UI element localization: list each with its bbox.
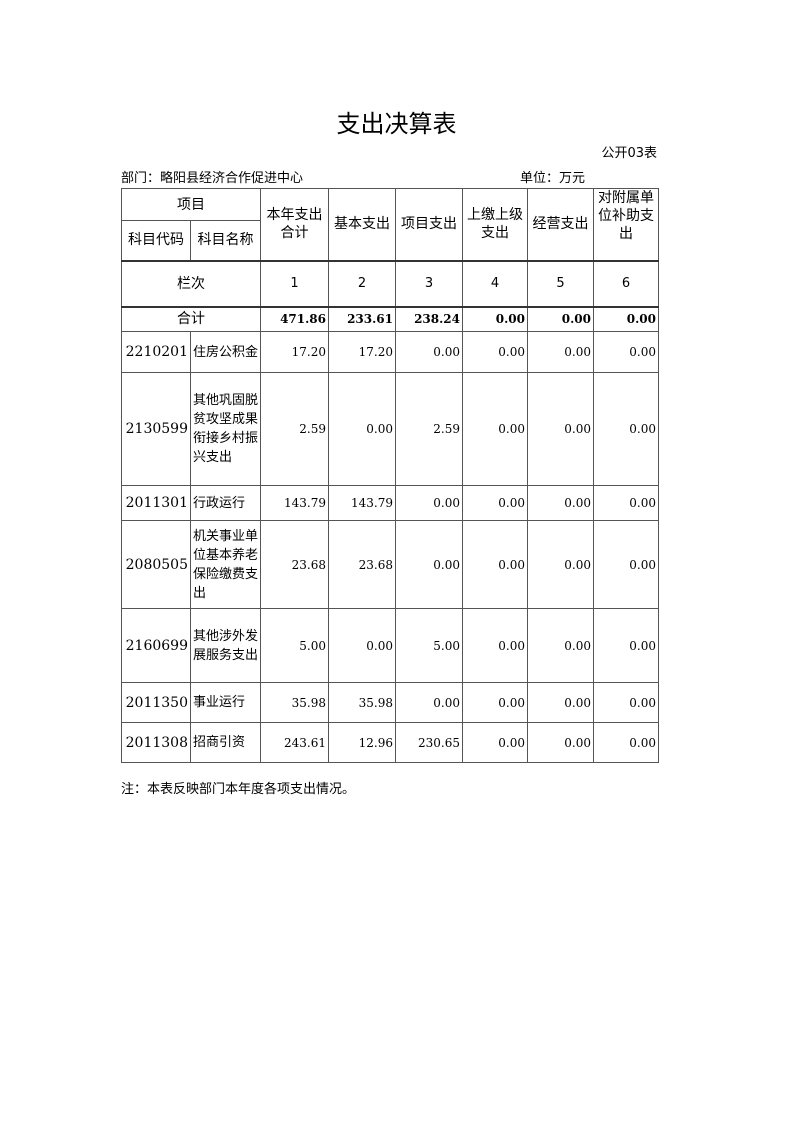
header-basic: 基本支出 [328,188,396,261]
row-value: 0.00 [527,682,594,723]
row-value: 12.96 [328,722,396,763]
row-value: 17.20 [260,331,329,373]
table-row: 2011350 事业运行 35.98 35.98 0.00 0.00 0.00 0.00 [121,682,659,723]
header-item: 项目 [121,188,261,221]
table-row: 2080505 机关事业单位基本养老保险缴费支出 23.68 23.68 0.00 0.0… [121,520,659,609]
expenditure-table: 项目 本年支出合计 基本支出 项目支出 上缴上级支出 经营支出 对附属单位补助支… [121,188,659,763]
row-value: 0.00 [462,485,528,521]
header-name: 科目名称 [190,220,261,261]
form-code: 公开03表 [601,146,657,161]
row-value: 0.00 [527,372,594,486]
row-name: 其他巩固脱贫攻坚成果衔接乡村振兴支出 [190,372,261,486]
table-row: 2011301 行政运行 143.79 143.79 0.00 0.00 0.00 0.00 [121,485,659,521]
row-value: 17.20 [328,331,396,373]
row-value: 35.98 [260,682,329,723]
row-value: 0.00 [395,520,463,609]
row-value: 0.00 [462,331,528,373]
row-value: 2.59 [260,372,329,486]
row-value: 23.68 [260,520,329,609]
footnote: 注：本表反映部门本年度各项支出情况。 [121,782,356,797]
row-value: 0.00 [462,372,528,486]
total-value: 0.00 [462,305,528,332]
header-project: 项目支出 [395,188,463,261]
row-code: 2210201 [121,331,191,373]
row-value: 0.00 [395,485,463,521]
row-value: 0.00 [527,722,594,763]
row-value: 0.00 [527,331,594,373]
row-value: 0.00 [527,485,594,521]
page-title: 支出决算表 [336,110,457,138]
total-value: 233.61 [328,305,396,332]
row-code: 2011308 [121,722,191,763]
total-value: 0.00 [593,305,659,332]
row-value: 2.59 [395,372,463,486]
table-row: 2011308 招商引资 243.61 12.96 230.65 0.00 0.00 0.00 [121,722,659,763]
total-value: 0.00 [527,305,594,332]
row-value: 0.00 [527,608,594,683]
row-value: 0.00 [593,485,659,521]
row-value: 0.00 [527,520,594,609]
header-code: 科目代码 [121,220,191,261]
row-code: 2160699 [121,608,191,683]
header-total: 本年支出合计 [260,188,329,261]
row-value: 0.00 [462,520,528,609]
total-value: 238.24 [395,305,463,332]
row-name: 招商引资 [190,722,261,763]
row-code: 2011350 [121,682,191,723]
row-name: 住房公积金 [190,331,261,373]
unit: 单位：万元 [520,171,586,186]
row-value: 0.00 [593,372,659,486]
row-name: 事业运行 [190,682,261,723]
column-num: 3 [395,259,463,307]
total-value: 471.86 [260,305,329,332]
row-value: 0.00 [593,682,659,723]
row-value: 0.00 [593,608,659,683]
row-value: 0.00 [462,682,528,723]
column-num: 2 [328,259,396,307]
row-value: 0.00 [328,608,396,683]
row-name: 机关事业单位基本养老保险缴费支出 [190,520,261,609]
header-upper: 上缴上级支出 [462,188,528,261]
row-code: 2130599 [121,372,191,486]
row-code: 2080505 [121,520,191,609]
table-row: 2210201 住房公积金 17.20 17.20 0.00 0.00 0.00 0.00 [121,331,659,373]
department: 部门：略阳县经济合作促进中心 [121,171,304,186]
row-value: 23.68 [328,520,396,609]
row-value: 0.00 [593,722,659,763]
row-value: 35.98 [328,682,396,723]
column-num: 5 [527,259,594,307]
row-code: 2011301 [121,485,191,521]
table-row: 2160699 其他涉外发展服务支出 5.00 0.00 5.00 0.00 0.00 0.0… [121,608,659,683]
column-num: 6 [593,259,659,307]
row-value: 5.00 [260,608,329,683]
row-value: 0.00 [462,608,528,683]
column-num: 1 [260,259,329,307]
header-subsidy: 对附属单位补助支出 [598,190,654,242]
row-value: 230.65 [395,722,463,763]
row-name: 其他涉外发展服务支出 [190,608,261,683]
row-value: 0.00 [593,331,659,373]
column-row-label: 栏次 [121,259,261,307]
row-value: 5.00 [395,608,463,683]
column-num: 4 [462,259,528,307]
row-value: 0.00 [395,331,463,373]
row-value: 0.00 [593,520,659,609]
row-value: 0.00 [395,682,463,723]
row-name: 行政运行 [190,485,261,521]
table-row: 2130599 其他巩固脱贫攻坚成果衔接乡村振兴支出 2.59 0.00 2.59 0.0… [121,372,659,486]
row-value: 0.00 [462,722,528,763]
total-row-label: 合计 [121,305,261,332]
row-value: 0.00 [328,372,396,486]
row-value: 243.61 [260,722,329,763]
row-value: 143.79 [328,485,396,521]
row-value: 143.79 [260,485,329,521]
header-business: 经营支出 [527,188,594,261]
